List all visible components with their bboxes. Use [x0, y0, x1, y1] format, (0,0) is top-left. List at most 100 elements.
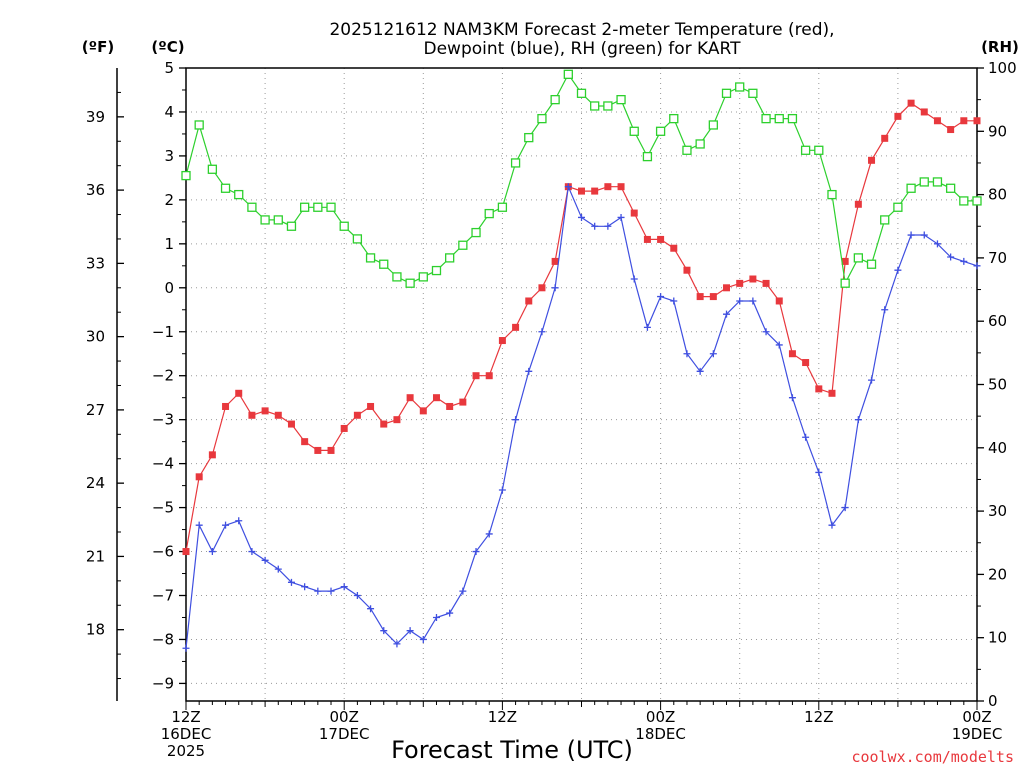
data-point [235, 389, 243, 397]
data-point [630, 275, 638, 283]
data-point [207, 164, 218, 174]
data-point [367, 605, 375, 613]
data-point [471, 227, 481, 238]
celsius-tick-label: 5 [164, 59, 174, 77]
celsius-tick-label: −2 [152, 367, 174, 385]
data-point [459, 398, 467, 406]
data-point [933, 117, 941, 125]
data-point [485, 372, 493, 380]
data-point [419, 635, 427, 643]
data-point [868, 376, 876, 384]
plot-frame [185, 67, 978, 702]
chart-title-line-2: Dewpoint (blue), RH (green) for KART [423, 39, 741, 59]
data-point [775, 297, 783, 305]
data-point [919, 177, 929, 187]
data-point [432, 394, 440, 402]
data-point [248, 411, 256, 419]
rh-tick-label: 10 [988, 629, 1007, 647]
data-point [195, 473, 203, 481]
data-point [287, 578, 295, 586]
rh-tick-label: 100 [988, 59, 1017, 77]
data-point [538, 328, 546, 336]
celsius-tick-label: −6 [152, 543, 174, 561]
celsius-tick-label: −5 [152, 499, 174, 517]
data-point [854, 416, 862, 424]
data-point [537, 113, 547, 124]
gridlines [186, 67, 977, 701]
data-point [774, 113, 784, 124]
celsius-tick-label: 1 [164, 235, 174, 253]
data-point [709, 350, 717, 358]
data-point [194, 120, 204, 130]
data-point [920, 108, 928, 116]
celsius-tick-label: −4 [152, 455, 174, 473]
data-point [273, 215, 283, 225]
fahrenheit-tick-label: 21 [86, 547, 105, 565]
data-point [604, 183, 612, 191]
data-point [775, 341, 783, 349]
data-point [947, 253, 955, 261]
data-point [248, 548, 256, 556]
rh-tick-label: 90 [988, 122, 1007, 140]
data-point [431, 265, 442, 276]
data-point [380, 627, 388, 635]
data-point [617, 183, 625, 191]
data-point [393, 640, 401, 648]
data-point [828, 521, 836, 529]
data-point [458, 240, 468, 250]
data-point [326, 202, 336, 212]
fahrenheit-tick-label: 18 [86, 621, 105, 639]
data-point [959, 196, 969, 206]
celsius-tick-label: −8 [152, 630, 174, 648]
data-point [868, 156, 876, 164]
data-point [446, 402, 454, 410]
data-point [643, 235, 651, 243]
data-point [208, 548, 216, 556]
data-point [261, 556, 269, 564]
data-point [208, 451, 216, 459]
data-point [721, 88, 732, 98]
data-point [960, 257, 968, 265]
rh-tick-label: 40 [988, 439, 1007, 457]
data-point [181, 170, 191, 181]
data-point [736, 279, 744, 287]
data-point [906, 183, 916, 193]
data-point [972, 196, 982, 206]
data-point [670, 244, 678, 252]
data-point [617, 213, 625, 221]
data-point [512, 323, 520, 331]
data-point [933, 240, 941, 248]
data-point [590, 101, 600, 111]
data-point [604, 222, 612, 230]
data-point [510, 158, 521, 168]
data-point [405, 278, 415, 288]
x-tick-label: 12Z [171, 708, 200, 726]
celsius-tick-label: 3 [164, 147, 174, 165]
data-point [576, 88, 587, 98]
data-point [498, 486, 506, 494]
data-point [762, 328, 770, 336]
data-point [616, 95, 626, 105]
credit-text: coolwx.com/modelts [851, 748, 1014, 766]
series-layer [181, 69, 982, 652]
chart-title: 2025121612 NAM3KM Forecast 2-meter Tempe… [329, 20, 834, 59]
data-point [591, 222, 599, 230]
data-point [578, 187, 585, 195]
data-point [563, 69, 573, 79]
rh-tick-label: 80 [988, 186, 1007, 204]
data-point [736, 297, 744, 305]
rh-tick-label: 70 [988, 249, 1007, 267]
data-point [446, 609, 454, 617]
chart-title-line-1: 2025121612 NAM3KM Forecast 2-meter Tempe… [329, 20, 834, 40]
data-point [854, 200, 862, 208]
series-line [185, 102, 977, 552]
data-point [881, 306, 889, 314]
data-point [708, 120, 718, 130]
x-tick-label: 2025 [167, 742, 205, 760]
data-point [695, 139, 705, 149]
data-point [222, 521, 230, 529]
data-point [683, 266, 691, 274]
data-point [657, 293, 665, 301]
data-point [380, 420, 388, 428]
data-point [748, 88, 758, 98]
